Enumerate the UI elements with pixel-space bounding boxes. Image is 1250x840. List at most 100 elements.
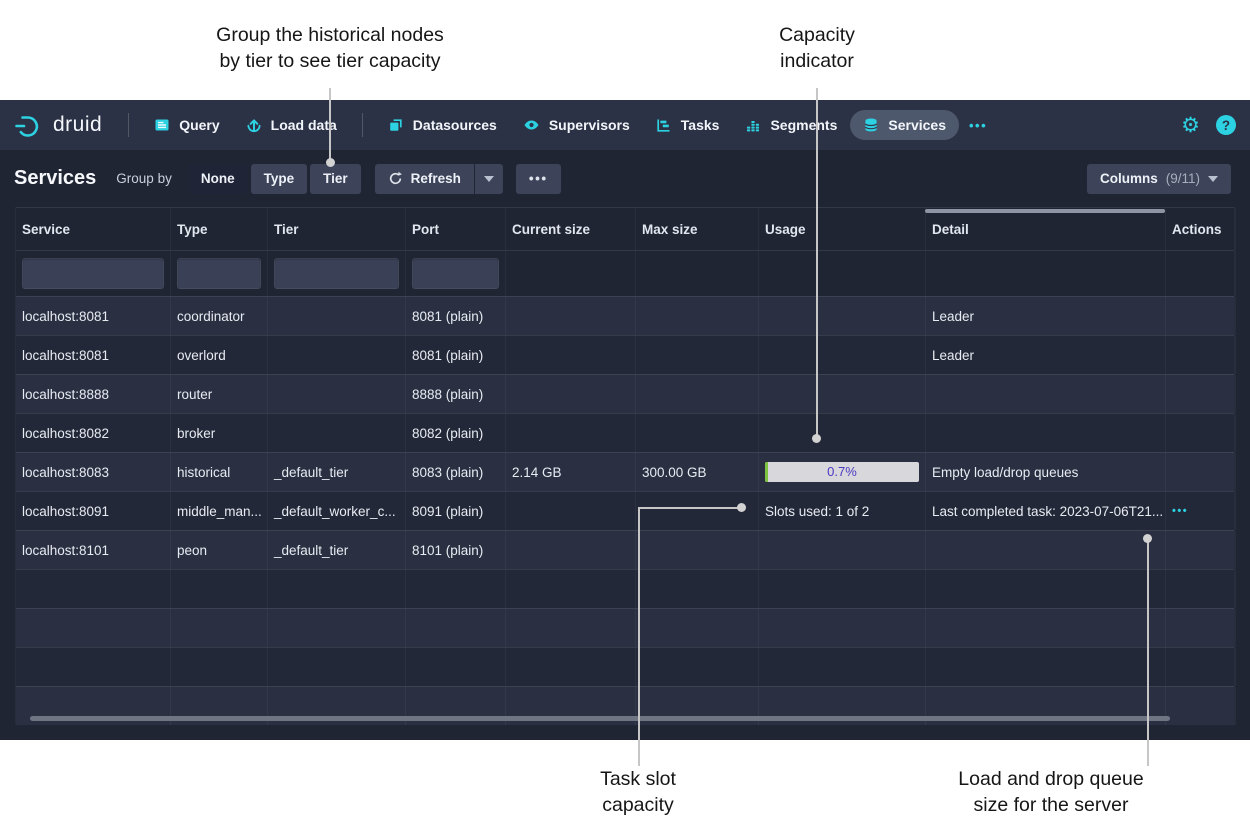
nav-item-tasks[interactable]: Tasks <box>643 110 733 140</box>
refresh-button[interactable]: Refresh <box>374 163 474 194</box>
max_size-cell <box>636 687 759 725</box>
filter-cell-max_size <box>636 251 759 296</box>
service-cell: localhost:8888 <box>16 375 171 413</box>
table-row: localhost:8091 middle_man... _default_work… <box>16 491 1236 530</box>
usage-bar-label: 0.7% <box>827 464 857 479</box>
horizontal-scrollbar[interactable] <box>30 716 1170 721</box>
help-icon[interactable]: ? <box>1216 115 1236 135</box>
nav-item-segments[interactable]: Segments <box>732 110 850 140</box>
usage-cell <box>759 648 926 686</box>
services-table: Service Type Tier Port Current size Max size U… <box>15 207 1236 725</box>
usage-cell <box>759 687 926 725</box>
group-by-type-button[interactable]: Type <box>250 163 308 194</box>
port-cell: 8091 (plain) <box>406 492 506 530</box>
usage-cell <box>759 609 926 647</box>
page-title: Services <box>14 167 97 189</box>
service-cell <box>16 687 171 725</box>
usage-cell: Slots used: 1 of 2 <box>759 492 926 530</box>
detail-cell: Last completed task: 2023-07-06T21... <box>926 492 1166 530</box>
port-filter-input[interactable] <box>412 258 499 289</box>
actions-cell <box>1166 375 1236 413</box>
annotation-group-by-tier: Group the historical nodes by tier to se… <box>216 24 444 72</box>
table-filter-row <box>16 250 1236 296</box>
current_size-cell: 2.14 GB <box>506 453 636 491</box>
filter-cell-service <box>16 251 171 296</box>
current_size-cell <box>506 336 636 374</box>
usage-bar: 0.7% <box>765 462 919 482</box>
current_size-cell <box>506 414 636 452</box>
actions-cell <box>1166 297 1236 335</box>
max_size-cell <box>636 570 759 608</box>
port-cell <box>406 687 506 725</box>
tier-cell: _default_tier <box>268 531 406 569</box>
column-header-port[interactable]: Port <box>406 208 506 250</box>
column-header-detail[interactable]: Detail <box>926 208 1166 250</box>
column-header-usage[interactable]: Usage <box>759 208 926 250</box>
annotation-capacity-indicator: Capacity indicator <box>779 24 855 72</box>
actions-cell: ••• <box>1166 492 1236 530</box>
port-cell: 8082 (plain) <box>406 414 506 452</box>
current_size-cell <box>506 375 636 413</box>
tier-filter-input[interactable] <box>274 258 399 289</box>
druid-logo[interactable]: druid <box>14 112 102 139</box>
nav-item-query[interactable]: Query <box>141 110 232 140</box>
current_size-cell <box>506 570 636 608</box>
max_size-cell <box>636 492 759 530</box>
column-header-service[interactable]: Service <box>16 208 171 250</box>
columns-button[interactable]: Columns (9/11) <box>1086 163 1231 194</box>
actions-cell <box>1166 648 1236 686</box>
type-cell: coordinator <box>171 297 268 335</box>
service-cell: localhost:8101 <box>16 531 171 569</box>
column-header-tier[interactable]: Tier <box>268 208 406 250</box>
column-header-max_size[interactable]: Max size <box>636 208 759 250</box>
current_size-cell <box>506 648 636 686</box>
current_size-cell <box>506 609 636 647</box>
nav-item-label: Query <box>179 117 220 133</box>
settings-gear-icon[interactable]: ⚙ <box>1181 113 1200 137</box>
actions-cell <box>1166 609 1236 647</box>
nav-item-datasources[interactable]: Datasources <box>375 110 510 140</box>
group-by-tier-button[interactable]: Tier <box>310 163 361 194</box>
nav-item-supervisors[interactable]: Supervisors <box>510 110 643 140</box>
nav-item-load-data[interactable]: Load data <box>233 110 350 140</box>
navbar-items: Query Load data Datasources Supervisors Task… <box>141 110 959 140</box>
refresh-caret-button[interactable] <box>474 163 503 194</box>
nav-item-label: Supervisors <box>548 117 630 133</box>
callout-dot-taskslot <box>737 503 746 512</box>
column-header-type[interactable]: Type <box>171 208 268 250</box>
filter-cell-usage <box>759 251 926 296</box>
service-cell: localhost:8081 <box>16 297 171 335</box>
navbar-more-button[interactable]: ••• <box>968 117 988 133</box>
chevron-down-icon <box>1208 175 1218 182</box>
refresh-button-group: Refresh <box>374 163 503 194</box>
usage-cell <box>759 531 926 569</box>
type-cell: historical <box>171 453 268 491</box>
usage-cell <box>759 297 926 335</box>
row-actions-button[interactable]: ••• <box>1172 505 1189 517</box>
tier-cell: _default_worker_c... <box>268 492 406 530</box>
service-cell <box>16 648 171 686</box>
callout-line-capacity <box>816 88 818 436</box>
group-by-none-button[interactable]: None <box>187 163 248 194</box>
port-cell: 8081 (plain) <box>406 336 506 374</box>
type-filter-input[interactable] <box>177 258 261 289</box>
service-filter-input[interactable] <box>22 258 164 289</box>
type-cell: middle_man... <box>171 492 268 530</box>
current_size-cell <box>506 492 636 530</box>
usage-cell <box>759 336 926 374</box>
nav-item-label: Load data <box>270 117 337 133</box>
chevron-down-icon <box>483 175 494 182</box>
services-toolbar: Services Group by None Type Tier Refresh <box>0 150 1250 207</box>
max_size-cell <box>636 297 759 335</box>
table-row: localhost:8888 router 8888 (plain) <box>16 374 1236 413</box>
toolbar-more-button[interactable]: ••• <box>515 163 561 194</box>
actions-cell <box>1166 687 1236 725</box>
callout-dot-loaddrop <box>1143 534 1152 543</box>
column-header-current_size[interactable]: Current size <box>506 208 636 250</box>
filter-cell-port <box>406 251 506 296</box>
nav-item-services[interactable]: Services <box>850 110 959 140</box>
column-header-actions[interactable]: Actions <box>1166 208 1236 250</box>
port-cell: 8101 (plain) <box>406 531 506 569</box>
tier-cell <box>268 609 406 647</box>
